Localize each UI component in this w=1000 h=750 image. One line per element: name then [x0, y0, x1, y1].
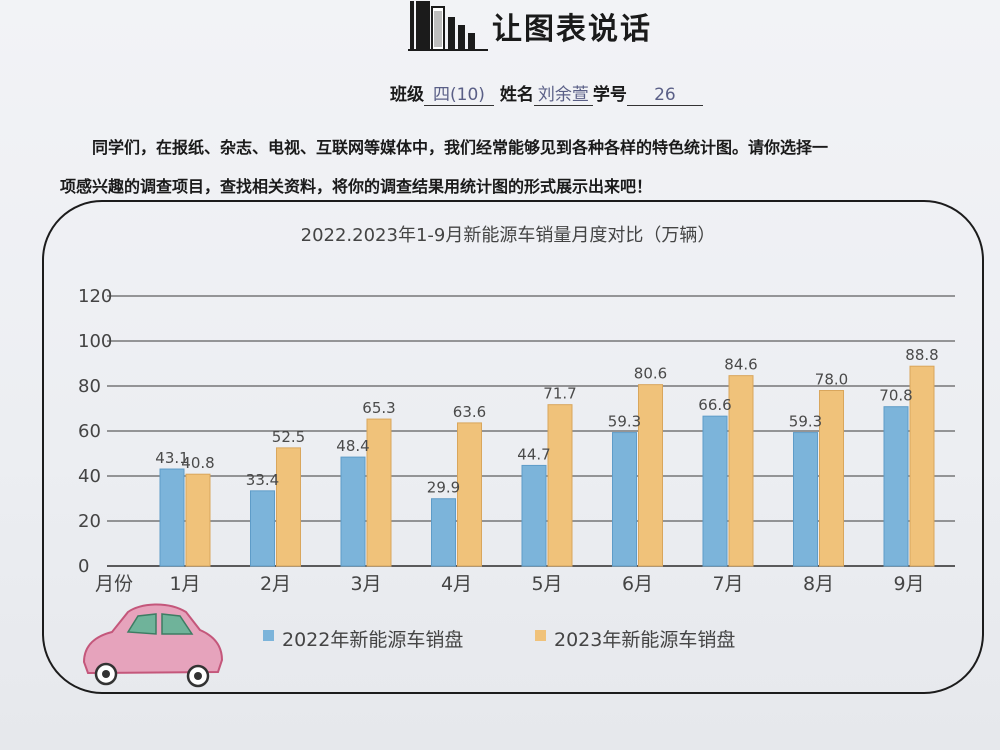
- bar-value-label: 66.6: [698, 396, 731, 414]
- bar-2022: [612, 432, 637, 567]
- instructions-line-1: 同学们，在报纸、杂志、电视、互联网等媒体中，我们经常能够见到各种各样的特色统计图…: [92, 138, 829, 157]
- x-tick-label: 4月: [441, 573, 472, 595]
- bar-value-label: 40.8: [181, 454, 214, 472]
- axes: 0 20 40 60 80 100 120 月份 1月 2月 3月 4月 5月 6月 7月 8月 9月: [78, 286, 925, 595]
- bar-2023: [457, 422, 482, 567]
- data-labels: 43.140.8 33.4 52.5 48.4 65.3 29.9 63.6 44.7 71.7…: [155, 346, 938, 497]
- bar-value-label: 71.7: [543, 385, 576, 403]
- name-value: 刘余萱: [533, 80, 593, 106]
- chart-frame: [42, 200, 984, 694]
- bar-value-label: 70.8: [879, 387, 912, 405]
- bar-2023: [276, 447, 301, 567]
- bar-value-label: 59.3: [608, 413, 641, 431]
- y-tick-label: 40: [78, 466, 101, 487]
- x-tick-label: 8月: [803, 573, 834, 595]
- chart-title: 2022.2023年1-9月新能源车销量月度对比（万辆）: [301, 225, 716, 246]
- y-tick-label: 20: [78, 511, 101, 532]
- y-tick-label: 100: [78, 331, 112, 352]
- x-tick-label: 3月: [350, 573, 381, 595]
- bar-value-label: 43.1: [155, 449, 188, 467]
- page-title: 让图表说话: [492, 12, 652, 47]
- bar-value-label: 84.6: [724, 356, 757, 374]
- bar-2023: [547, 404, 573, 567]
- legend-label-2023: 2023年新能源车销盘: [554, 629, 735, 651]
- y-tick-label: 80: [78, 376, 101, 397]
- legend: 2022年新能源车销盘 2023年新能源车销盘: [263, 629, 735, 651]
- y-tick-label: 120: [78, 286, 112, 307]
- bar-value-label: 52.5: [272, 428, 305, 446]
- bar-value-label: 29.9: [427, 479, 460, 497]
- bar-value-label: 65.3: [362, 399, 395, 417]
- bar-2022: [793, 432, 818, 567]
- x-tick-label: 1月: [169, 573, 200, 595]
- id-label: 学号: [592, 85, 627, 105]
- bar-2022: [340, 456, 366, 567]
- bar-value-label: 78.0: [815, 371, 848, 389]
- bar-2023: [638, 384, 663, 567]
- bar-2022: [521, 464, 547, 567]
- id-value: 26: [626, 85, 703, 106]
- legend-swatch-2022: [263, 630, 274, 641]
- bar-2023: [909, 365, 935, 567]
- car-drawing: [82, 603, 224, 688]
- bar-value-label: 80.6: [634, 365, 667, 383]
- x-tick-label: 9月: [893, 573, 924, 595]
- bar-value-label: 88.8: [905, 346, 938, 364]
- x-tick-label: 5月: [531, 573, 562, 595]
- bar-value-label: 63.6: [453, 403, 486, 421]
- bar-2022: [702, 415, 728, 567]
- legend-swatch-2023: [535, 630, 546, 641]
- x-tick-label: 2月: [260, 573, 291, 595]
- bar-value-label: 44.7: [517, 445, 550, 463]
- bar-2022: [250, 490, 275, 567]
- name-label: 姓名: [499, 85, 534, 105]
- legend-label-2022: 2022年新能源车销盘: [282, 629, 463, 651]
- bar-value-label: 48.4: [336, 437, 369, 455]
- bars: [159, 365, 935, 567]
- bar-2022: [431, 498, 456, 567]
- instructions: 同学们，在报纸、杂志、电视、互联网等媒体中，我们经常能够见到各种各样的特色统计图…: [60, 128, 990, 206]
- bar-2023: [366, 418, 392, 567]
- y-tick-label: 60: [78, 421, 101, 442]
- bar-value-label: 59.3: [789, 413, 822, 431]
- bar-2023: [728, 375, 754, 567]
- x-axis-title: 月份: [95, 573, 133, 595]
- bar-chart-logo-icon: [408, 1, 488, 51]
- class-label: 班级: [390, 85, 424, 105]
- bar-2022: [883, 406, 909, 567]
- class-value: 四(10): [424, 80, 494, 106]
- x-tick-label: 6月: [622, 573, 653, 595]
- bar-value-label: 33.4: [246, 471, 279, 489]
- x-tick-label: 7月: [712, 573, 743, 595]
- bar-2023: [819, 390, 844, 567]
- bar-2023: [185, 473, 211, 567]
- title-area: 让图表说话: [408, 0, 652, 52]
- student-info: 班级 四(10) 姓名 刘余萱 学号 26: [390, 80, 703, 106]
- bar-2022: [159, 468, 185, 567]
- y-tick-label: 0: [78, 556, 89, 577]
- instructions-line-2: 项感兴趣的调查项目，查找相关资料，将你的调查结果用统计图的形式展示出来吧！: [60, 177, 653, 196]
